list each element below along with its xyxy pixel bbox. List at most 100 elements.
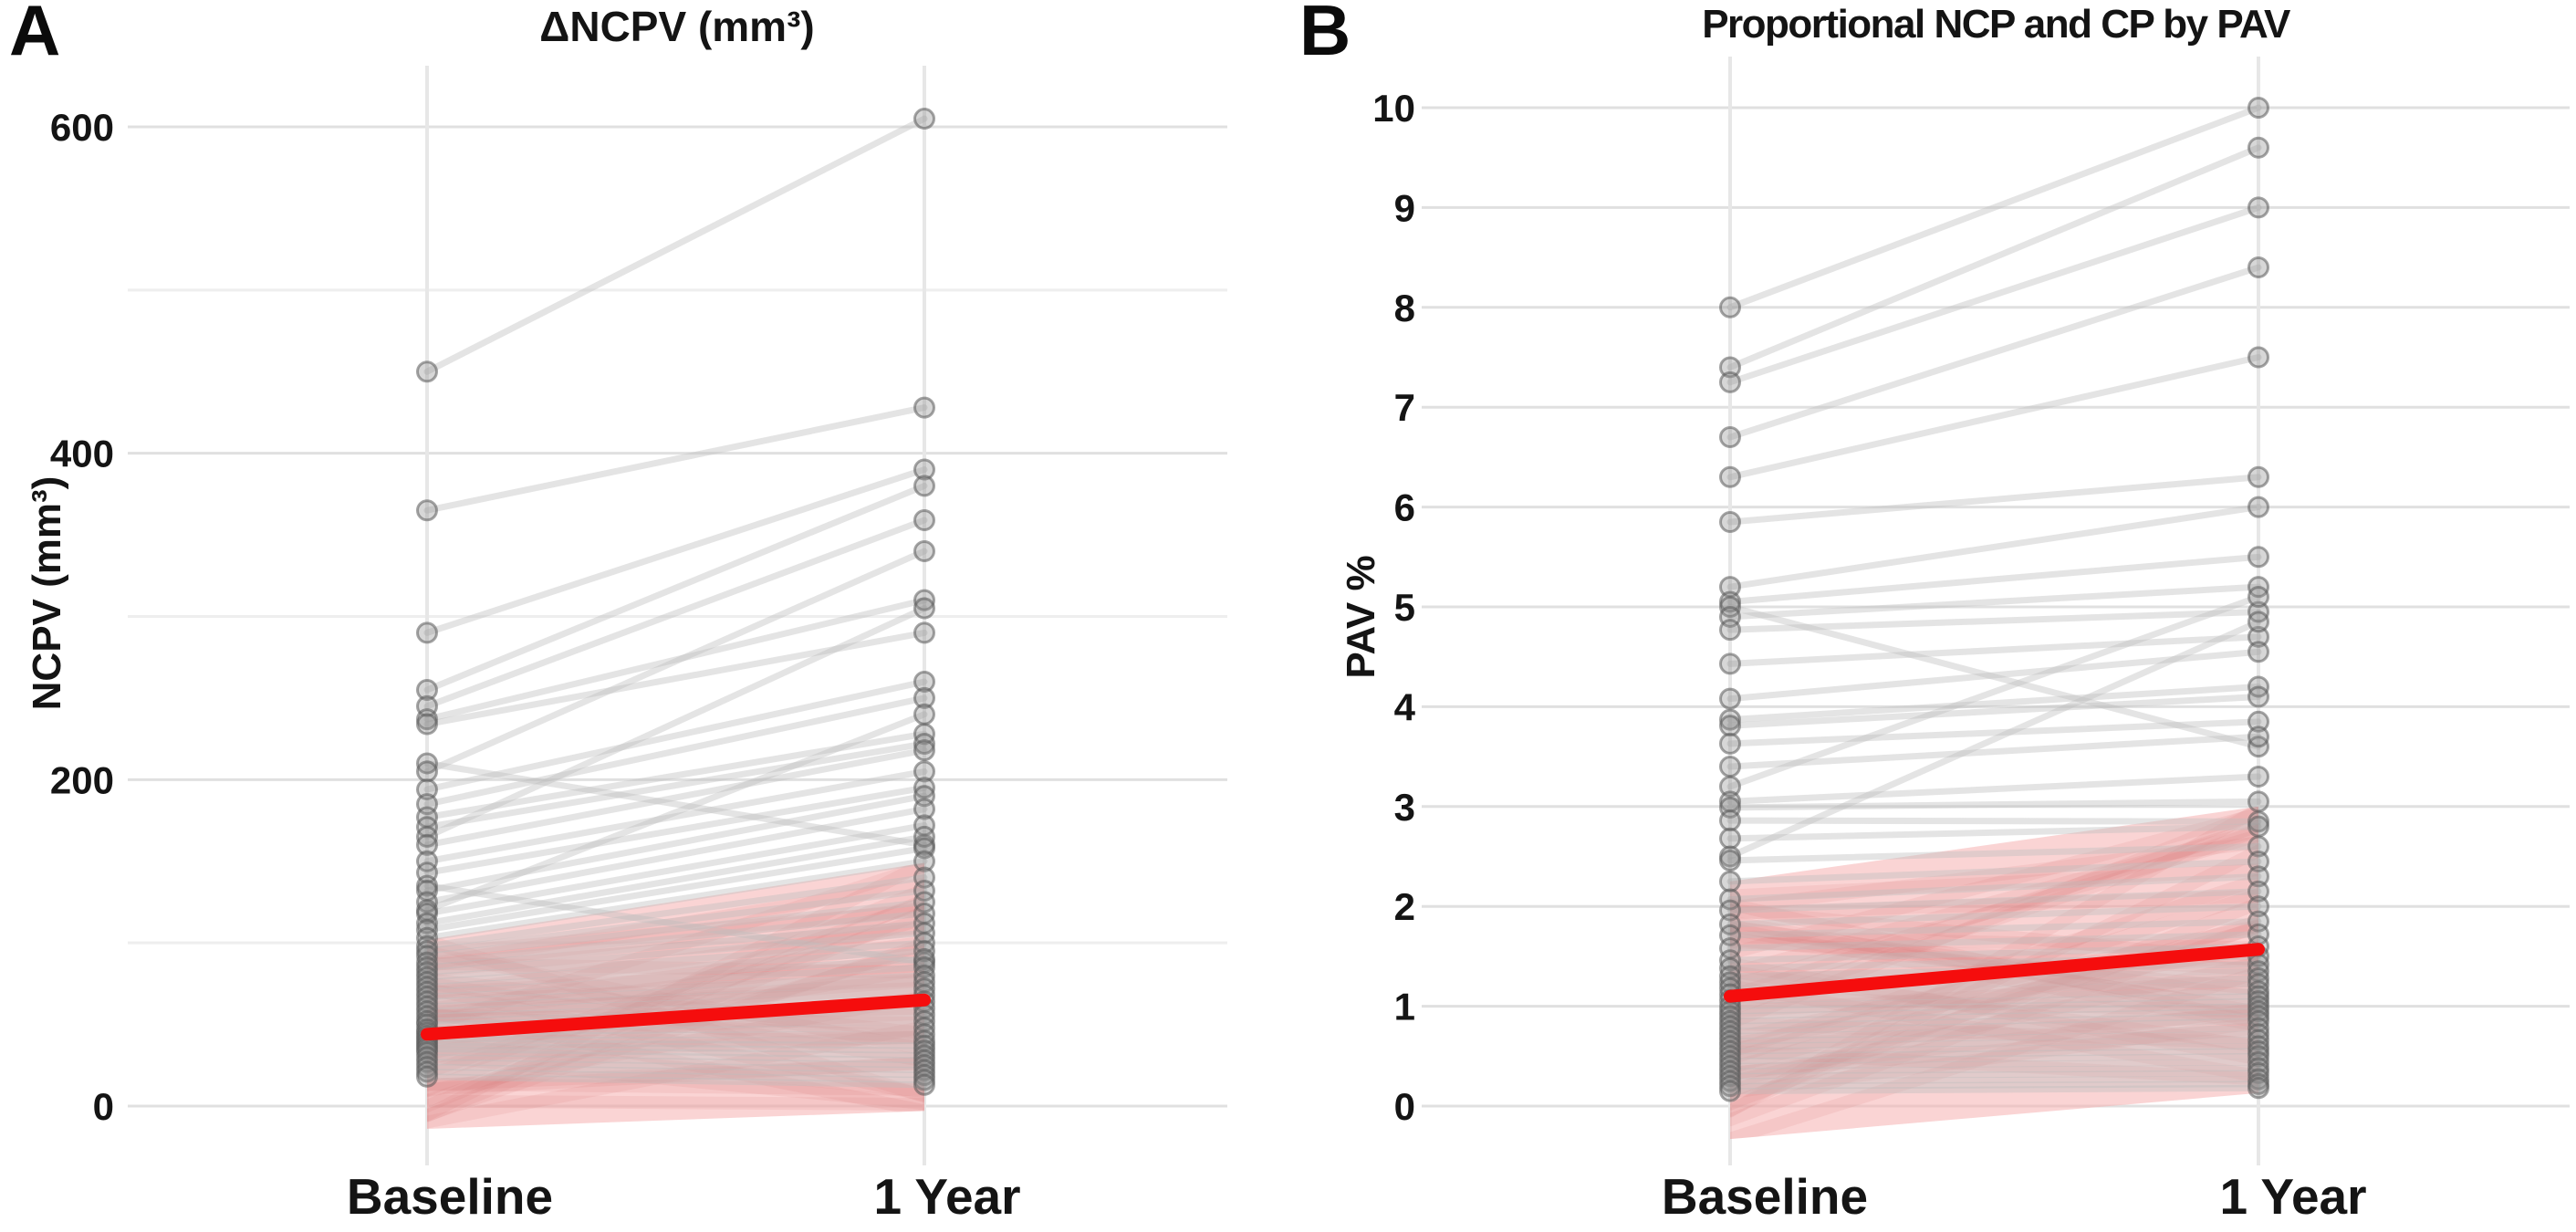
confidence-band	[427, 862, 924, 1130]
data-point	[913, 396, 935, 419]
pair-line	[1726, 1042, 2262, 1055]
pair-line	[1726, 648, 2262, 703]
data-point	[416, 752, 438, 775]
data-point	[2247, 346, 2269, 369]
data-point	[2247, 835, 2269, 858]
pair-line	[423, 929, 928, 976]
data-point	[913, 777, 935, 799]
pair-line	[423, 548, 928, 775]
data-point	[416, 1065, 438, 1088]
data-point	[416, 945, 438, 967]
pair-line	[1726, 593, 2262, 790]
pair-line	[423, 882, 928, 966]
data-point	[1719, 756, 1741, 778]
pair-line	[1726, 1081, 2262, 1090]
data-point	[2247, 1077, 2269, 1100]
data-point	[2247, 625, 2269, 648]
x-axis-label: Baseline	[347, 1168, 553, 1225]
pair-line	[423, 947, 928, 986]
data-point	[913, 1073, 935, 1096]
y-tick-label: 400	[50, 433, 114, 475]
pair-line	[423, 972, 928, 1000]
data-point	[913, 686, 935, 709]
pair-line	[1726, 997, 2262, 1015]
panel-b-title: Proportional NCP and CP by PAV	[1702, 2, 2290, 47]
pair-line	[1726, 918, 2262, 939]
data-point	[913, 1023, 935, 1046]
data-point	[2247, 97, 2269, 119]
pair-line	[423, 1073, 928, 1089]
data-point	[913, 539, 935, 562]
pair-line	[1726, 684, 2262, 724]
data-point	[2247, 895, 2269, 918]
pair-line	[423, 1039, 928, 1049]
data-point	[913, 597, 935, 620]
y-tick-label: 200	[50, 758, 114, 801]
pair-line	[423, 1068, 928, 1083]
pair-line	[1726, 817, 2262, 825]
x-axis-label: 1 Year	[2219, 1168, 2366, 1225]
pair-line	[423, 985, 928, 1010]
data-point	[1719, 913, 1741, 935]
pair-line	[1726, 104, 2262, 311]
data-point	[416, 850, 438, 872]
y-tick-label: 4	[1394, 685, 1416, 728]
pair-line	[1726, 1037, 2262, 1049]
mean-trend-line	[421, 993, 931, 1041]
pair-line	[423, 920, 928, 971]
data-point	[1719, 687, 1741, 710]
pair-line	[423, 759, 928, 849]
pair-line	[1726, 843, 2262, 864]
data-point	[913, 508, 935, 531]
pair-line	[1726, 903, 2262, 928]
data-point	[913, 703, 935, 726]
pair-line	[1726, 1075, 2262, 1085]
y-tick-label: 5	[1394, 586, 1415, 629]
data-point	[2247, 865, 2269, 888]
pair-line	[1726, 718, 2262, 747]
pair-line	[1726, 264, 2262, 441]
data-point	[2247, 611, 2269, 633]
pair-line	[423, 978, 928, 1006]
data-point	[913, 814, 935, 837]
pair-line	[1726, 504, 2262, 590]
pair-line	[423, 466, 928, 636]
data-point	[913, 589, 935, 611]
pair-line	[423, 767, 928, 865]
pair-line	[1726, 474, 2262, 526]
pair-line	[1726, 144, 2262, 371]
data-point	[2247, 1050, 2269, 1073]
data-point	[416, 825, 438, 848]
pair-lines	[423, 115, 928, 1089]
pair-line	[1726, 1018, 2262, 1035]
data-point	[1719, 1080, 1741, 1102]
y-tick-label: 9	[1394, 186, 1415, 229]
data-point	[913, 458, 935, 481]
pair-line	[1726, 733, 2262, 770]
data-point	[2247, 196, 2269, 219]
data-point	[2247, 710, 2269, 733]
pair-line	[1726, 858, 2262, 885]
data-point	[416, 918, 438, 941]
pair-line	[423, 730, 928, 820]
pair-line	[423, 1059, 928, 1074]
data-point	[416, 678, 438, 701]
pair-line	[423, 711, 928, 914]
pair-line	[423, 482, 928, 694]
data-point	[2247, 546, 2269, 569]
pair-line	[1726, 943, 2262, 964]
data-point	[416, 891, 438, 914]
pair-line	[1726, 1052, 2262, 1065]
y-tick-label: 8	[1394, 287, 1415, 329]
pair-line	[1726, 1070, 2262, 1080]
pair-line	[1726, 693, 2262, 729]
data-point	[1719, 619, 1741, 642]
data-point	[913, 798, 935, 820]
data-point	[1719, 775, 1741, 798]
data-point	[913, 948, 935, 971]
y-tick-label: 6	[1394, 486, 1415, 529]
data-point	[416, 621, 438, 644]
data-point	[1719, 732, 1741, 755]
